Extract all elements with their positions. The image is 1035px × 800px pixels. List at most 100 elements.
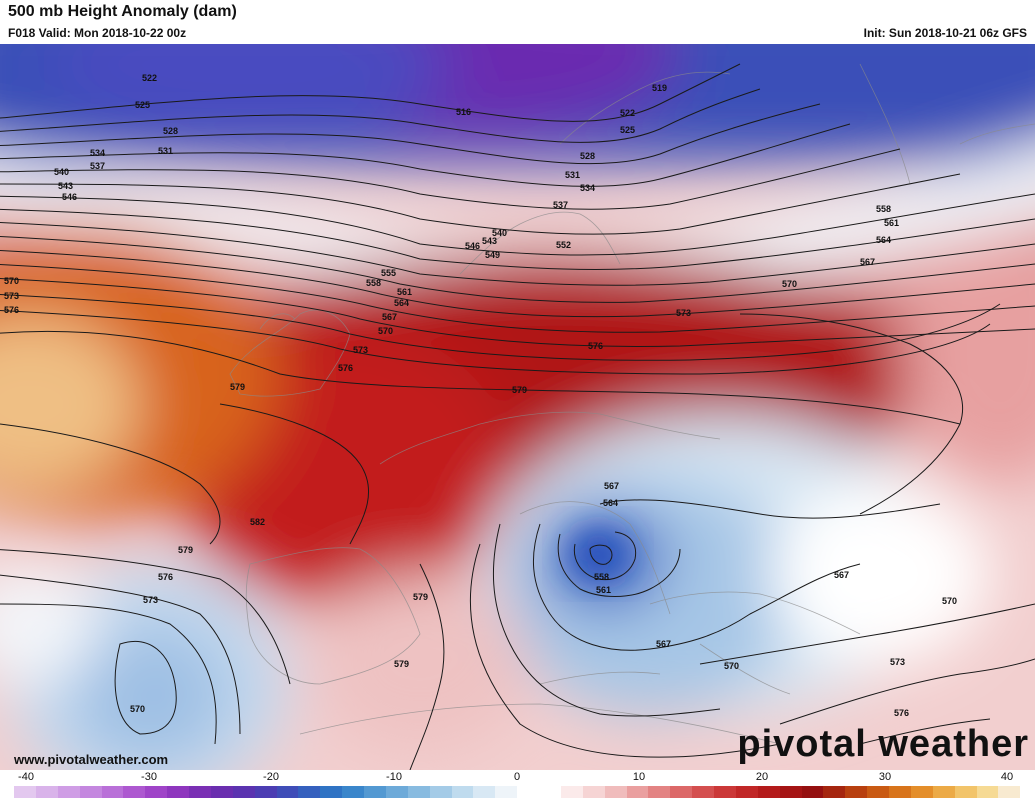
anomaly-shading [0,44,1035,770]
colorbar-swatch [823,786,846,798]
contour-label: 570 [130,704,145,714]
colorbar-swatch [757,786,780,798]
contour-label: 522 [142,73,157,83]
colorbar-tick-label: -40 [18,771,34,783]
coastlines [229,63,1035,745]
contour-label: 570 [724,661,739,671]
colorbar-swatch [954,786,977,798]
header-bar: 500 mb Height Anomaly (dam) F018 Valid: … [0,0,1035,44]
contour-label: 546 [62,192,77,202]
colorbar-swatch [320,786,343,798]
contour-label: 561 [397,287,412,297]
contour-label: 519 [652,83,667,93]
colorbar-swatch [692,786,714,798]
colorbar-swatch [232,786,255,798]
colorbar [14,786,1021,798]
colorbar-swatch [735,786,758,798]
colorbar-tick-label: 40 [1000,771,1014,783]
colorbar-swatch [539,786,561,798]
contour-label: 573 [890,657,905,667]
contour-label: 576 [4,305,19,315]
contour-label: 543 [58,181,73,191]
contour-label: 528 [163,126,178,136]
contour-label: 558 [594,572,609,582]
contour-label: 579 [230,382,245,392]
contour-label: 567 [382,312,397,322]
contour-label: 516 [456,107,471,117]
chart-title: 500 mb Height Anomaly (dam) [8,3,237,20]
contour-label: 567 [656,639,671,649]
contour-label: 570 [942,596,957,606]
colorbar-swatch [582,786,605,798]
colorbar-swatch [254,786,277,798]
contour-label: 567 [604,481,619,491]
colorbar-swatch [123,786,146,798]
brand-logo: pivotal weather [737,723,1029,765]
colorbar-swatch [473,786,496,798]
contour-label: 573 [676,308,691,318]
colorbar-swatch [889,786,911,798]
contour-label: 579 [394,659,409,669]
colorbar-swatch [998,786,1021,798]
contour-label: 567 [860,257,875,267]
site-url: www.pivotalweather.com [14,752,169,767]
contour-labels: 522 525 528 531 534 537 540 543 546 516 … [4,73,957,718]
contour-label: 537 [553,200,568,210]
colorbar-tick-label: -10 [386,771,402,783]
colorbar-swatch [714,786,736,798]
contour-label: 564 [876,235,891,245]
contour-label: 534 [90,148,105,158]
init-time: Init: Sun 2018-10-21 06z GFS [863,26,1027,40]
colorbar-tick-label: 20 [755,771,769,783]
contour-label: 573 [4,291,19,301]
contour-label: 549 [485,250,500,260]
contour-label: 567 [834,570,849,580]
colorbar-swatch [298,786,321,798]
colorbar-swatch [276,786,299,798]
contour-label: 573 [353,345,368,355]
contour-label: 576 [158,572,173,582]
contour-label: 582 [250,517,265,527]
contour-label: 579 [512,385,527,395]
contour-label: 558 [876,204,891,214]
contour-label: 540 [492,228,507,238]
colorbar-swatch [626,786,649,798]
colorbar-swatch [385,786,408,798]
colorbar-tick-label: -20 [263,771,279,783]
colorbar-swatch [495,786,518,798]
valid-time: F018 Valid: Mon 2018-10-22 00z [8,26,187,40]
colorbar-swatch [429,786,452,798]
colorbar-swatch [101,786,124,798]
contour-label: 570 [4,276,19,286]
colorbar-swatch [57,786,80,798]
contour-label: 531 [158,146,173,156]
contour-label: 555 [381,268,396,278]
contour-label: 564 [603,498,618,508]
contour-label: 570 [378,326,393,336]
colorbar-swatch [604,786,627,798]
colorbar-swatch [145,786,168,798]
colorbar-swatch [451,786,474,798]
contour-label: 558 [366,278,381,288]
colorbar-swatch [845,786,868,798]
colorbar-tick-label: -30 [141,771,157,783]
contour-label: 531 [565,170,580,180]
contour-label: 564 [394,298,409,308]
colorbar-tick-label: 10 [632,771,646,783]
colorbar-swatch [79,786,102,798]
colorbar-swatch [648,786,671,798]
colorbar-swatch [517,786,539,798]
contour-label: 525 [620,125,635,135]
contour-label: 522 [620,108,635,118]
contour-label: 540 [54,167,69,177]
contour-label: 537 [90,161,105,171]
contour-label: 525 [135,100,150,110]
colorbar-swatch [670,786,693,798]
colorbar-swatch [35,786,58,798]
colorbar-tick-label: 30 [878,771,892,783]
colorbar-swatch [407,786,430,798]
contour-label: 579 [178,545,193,555]
colorbar-swatch [364,786,386,798]
colorbar-tick-label: 0 [513,771,521,783]
colorbar-swatch [932,786,955,798]
